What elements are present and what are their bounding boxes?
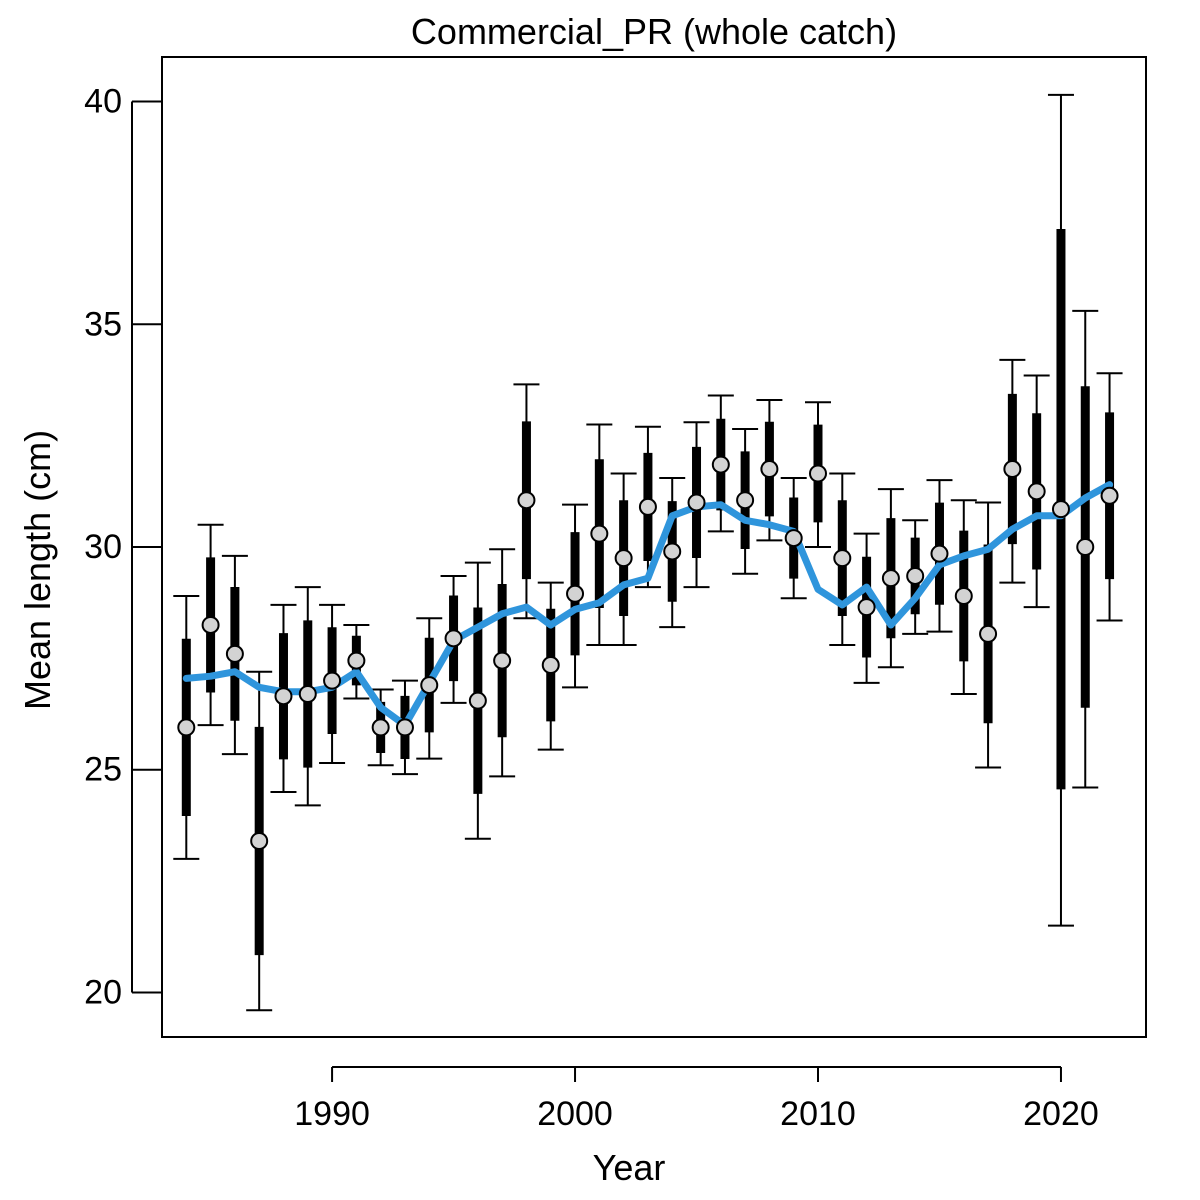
observed-point-2017	[979, 624, 998, 643]
y-tick-label-30: 30	[84, 528, 122, 566]
observed-point-1989	[298, 685, 317, 703]
observed-point-1990	[323, 671, 342, 690]
observed-point-2012	[857, 598, 876, 617]
observed-point-1987	[250, 832, 269, 850]
observed-point-2006	[711, 455, 730, 474]
observed-point-2011	[833, 549, 852, 568]
observed-point-2005	[687, 493, 706, 512]
x-tick-label-2020: 2020	[1023, 1095, 1099, 1133]
observed-point-2022	[1100, 486, 1119, 505]
y-tick-label-35: 35	[84, 305, 122, 343]
observed-point-2020	[1051, 500, 1070, 519]
observed-point-1998	[517, 491, 536, 510]
y-tick-label-20: 20	[84, 973, 122, 1011]
observed-point-2013	[881, 569, 900, 588]
observed-point-1997	[493, 651, 512, 670]
y-axis-label: Mean length (cm)	[17, 430, 58, 710]
x-axis: 1990 2000 2010 2020	[294, 1066, 1099, 1133]
observed-point-2003	[638, 497, 657, 516]
observed-point-2001	[590, 524, 609, 543]
observed-point-1995	[444, 629, 463, 648]
y-tick-label-25: 25	[84, 751, 122, 789]
observed-point-1996	[468, 691, 487, 710]
x-tick-label-1990: 1990	[294, 1095, 370, 1133]
observed-point-1994	[420, 676, 439, 695]
y-tick-label-40: 40	[84, 83, 122, 121]
observed-point-2015	[930, 544, 949, 563]
chart-title: Commercial_PR (whole catch)	[411, 11, 897, 52]
observed-point-1986	[225, 644, 244, 663]
observed-point-2010	[809, 464, 827, 483]
observed-point-2008	[760, 460, 779, 479]
observed-point-2021	[1076, 538, 1095, 556]
observed-point-1999	[541, 656, 560, 675]
observed-point-2014	[906, 566, 925, 585]
x-axis-label: Year	[593, 1147, 666, 1188]
observed-point-2016	[954, 587, 973, 605]
observed-point-1984	[177, 718, 196, 737]
observed-point-1991	[347, 651, 366, 670]
observed-point-2019	[1027, 482, 1046, 501]
observed-point-2000	[566, 584, 585, 603]
observed-point-2002	[614, 549, 633, 568]
observed-point-2007	[736, 491, 755, 510]
x-tick-label-2010: 2010	[780, 1095, 856, 1133]
y-axis: 20 25 30 35 40	[84, 83, 162, 1011]
observed-point-2004	[663, 542, 682, 561]
observed-point-1993	[395, 718, 414, 737]
observed-point-2018	[1003, 460, 1022, 479]
observed-point-1985	[201, 615, 220, 634]
plot-frame	[161, 56, 1147, 1038]
observed-points	[177, 455, 1119, 850]
observed-point-1992	[371, 718, 390, 737]
x-tick-label-2000: 2000	[537, 1095, 613, 1133]
observed-point-1988	[274, 687, 293, 706]
observed-point-2009	[784, 529, 803, 548]
